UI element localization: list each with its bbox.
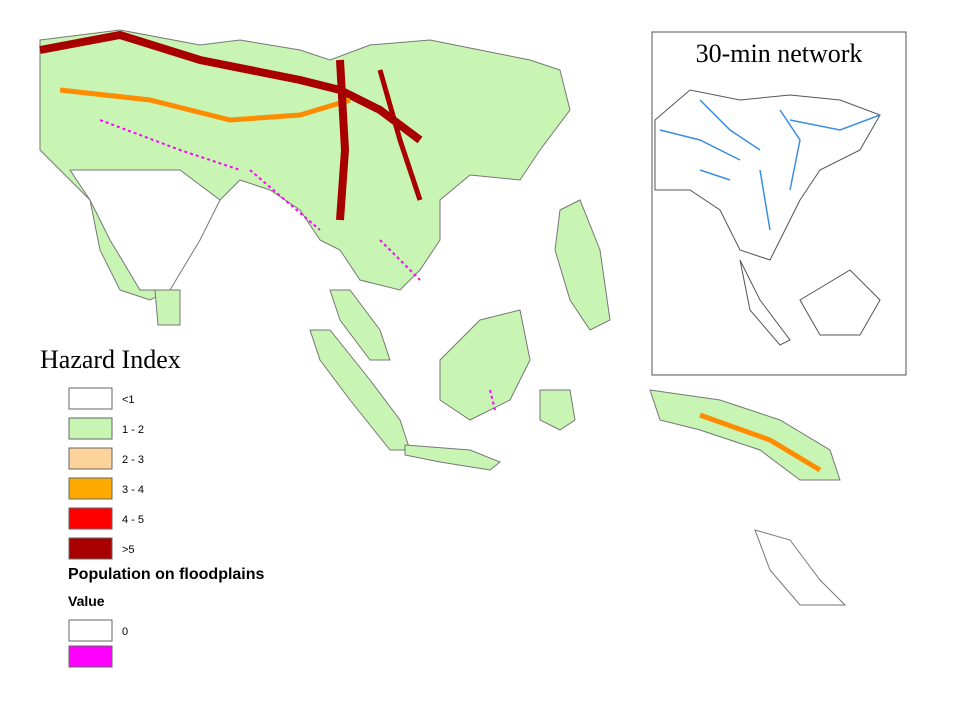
inset-outline	[654, 89, 881, 261]
legend-label: 0	[122, 626, 128, 638]
map	[39, 29, 847, 606]
australia-tip	[754, 529, 847, 606]
inset-title: 30-min network	[696, 39, 863, 68]
population-legend-subtitle: Value	[68, 593, 105, 609]
river-band	[336, 59, 350, 221]
malay-peninsula	[329, 289, 391, 361]
legend-label: 2 - 3	[122, 454, 144, 466]
inset: 30-min network	[651, 31, 907, 376]
legend-title: Hazard Index	[40, 345, 181, 374]
floodplain-population	[99, 119, 496, 411]
legend-swatch	[68, 537, 113, 560]
legend-label: 4 - 5	[122, 514, 144, 526]
river-band	[377, 69, 423, 201]
legend-swatch	[68, 507, 113, 530]
legend-swatch	[68, 645, 113, 668]
philippines	[554, 199, 611, 331]
legend-swatch	[68, 477, 113, 500]
new-guinea-band	[699, 412, 822, 473]
legend-label: >5	[122, 544, 135, 556]
sri-lanka	[154, 289, 181, 326]
himalaya-band	[59, 87, 351, 123]
inset-outline	[739, 259, 881, 346]
legend: <1 1 - 2 2 - 3 3 - 4 4 - 5 >5	[68, 387, 144, 560]
legend-swatch	[68, 619, 113, 642]
java	[404, 444, 501, 471]
legend-label: <1	[122, 394, 135, 406]
inset-rivers	[659, 99, 881, 231]
population-legend: 0	[68, 619, 128, 668]
legend-label: 3 - 4	[122, 484, 144, 496]
new-guinea	[649, 389, 841, 481]
himalaya-band	[39, 30, 423, 144]
sulawesi	[539, 389, 576, 431]
inset-frame	[651, 31, 907, 376]
legend-swatch	[68, 387, 113, 410]
legend-swatch	[68, 417, 113, 440]
legend-swatch	[68, 447, 113, 470]
legend-label: 1 - 2	[122, 424, 144, 436]
borneo	[439, 309, 531, 421]
population-legend-title: Population on floodplains	[68, 566, 265, 583]
